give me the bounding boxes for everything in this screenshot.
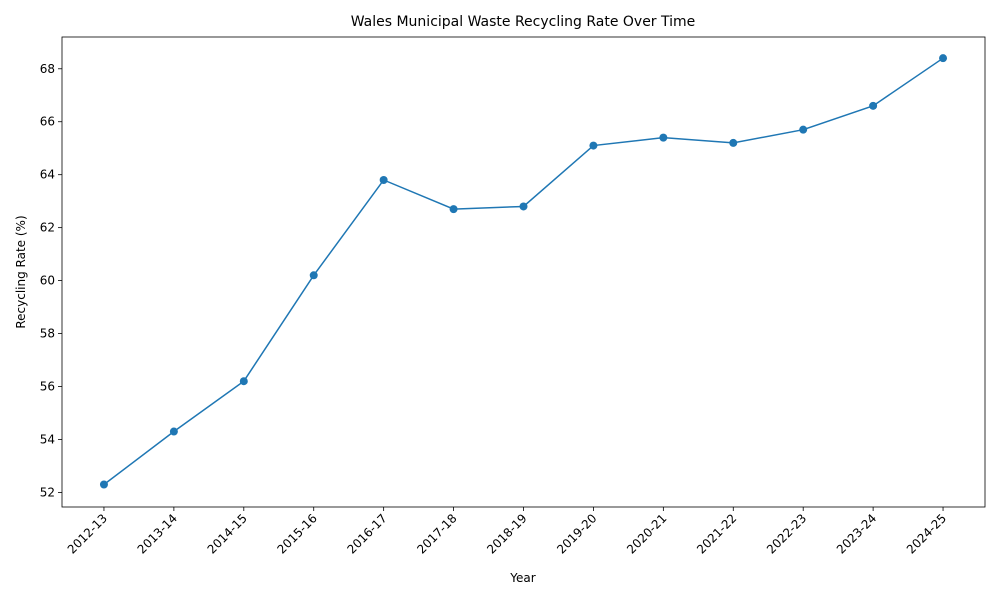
y-tick-label: 64 [40,168,55,182]
x-tick-label: 2015-16 [274,511,319,556]
y-tick-label: 62 [40,221,55,235]
marker [659,133,668,142]
marker [869,101,878,110]
marker [309,271,318,280]
marker [99,480,108,489]
y-tick-label: 68 [40,62,55,76]
marker [169,427,178,436]
x-tick-label: 2020-21 [624,511,669,556]
y-axis-label: Recycling Rate (%) [14,215,28,328]
x-tick-label: 2012-13 [65,511,110,556]
marker [799,125,808,134]
x-tick-label: 2017-18 [414,511,459,556]
x-tick-label: 2018-19 [484,511,529,556]
marker [379,175,388,184]
marker [449,205,458,214]
marker [939,54,948,63]
y-tick-label: 66 [40,115,55,129]
y-tick-label: 56 [40,380,55,394]
plot-frame [61,36,986,508]
x-tick-label: 2014-15 [205,511,250,556]
y-tick-label: 60 [40,274,55,288]
line [103,57,944,486]
x-tick-label: 2016-17 [344,511,389,556]
x-tick-label: 2021-22 [694,511,739,556]
marker [239,377,248,386]
marker [589,141,598,150]
y-tick-label: 52 [40,485,55,499]
chart-title: Wales Municipal Waste Recycling Rate Ove… [351,14,696,30]
x-tick-label: 2023-24 [834,511,879,556]
x-tick-label: 2019-20 [554,511,599,556]
x-tick-label: 2013-14 [135,511,180,556]
x-axis-label: Year [509,571,535,585]
y-tick-label: 54 [40,432,55,446]
marker [519,202,528,211]
marker [729,138,738,147]
y-tick-label: 58 [40,327,55,341]
x-tick-label: 2022-23 [764,511,809,556]
x-tick-label: 2024-25 [904,511,949,556]
